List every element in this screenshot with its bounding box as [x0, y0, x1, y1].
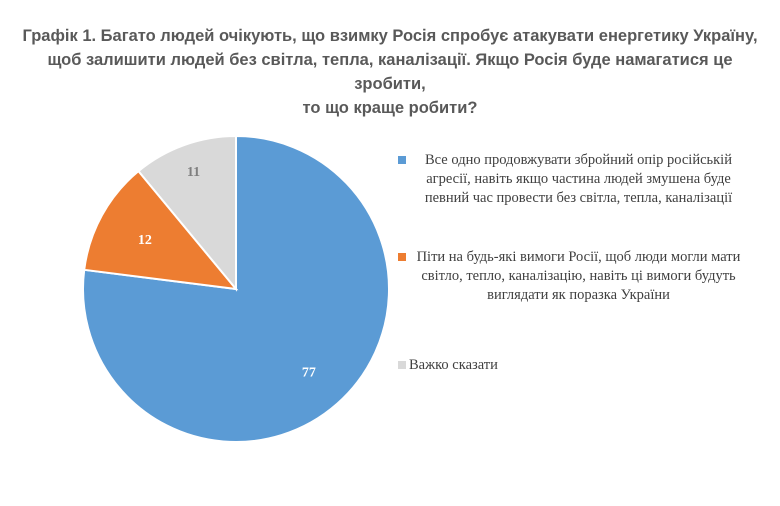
pie-data-labels: 77 12 11 — [138, 165, 316, 381]
legend-item-continue-resistance: Все одно продовжувати збройний опір росі… — [398, 151, 748, 208]
legend-item-accept-demands: Піти на будь-які вимоги Росії, щоб люди … — [398, 248, 748, 305]
pie-slices — [82, 134, 390, 443]
legend-item-hard-to-say: Важко сказати — [398, 356, 748, 375]
legend-swatch-orange — [398, 253, 406, 261]
chart-title: Графік 1. Багато людей очікують, що взим… — [20, 24, 760, 120]
legend-label: Важко сказати — [409, 357, 498, 373]
legend-label: Піти на будь-які вимоги Росії, щоб люди … — [416, 249, 741, 303]
chart-title-line-3: то що краще робити? — [302, 99, 478, 117]
chart-title-line-1: Графік 1. Багато людей очікують, що взим… — [22, 27, 758, 45]
pie-slice-hard-to-say — [137, 134, 237, 292]
pie-slice-accept-demands — [83, 169, 239, 291]
pie-slice-continue-resistance — [82, 134, 390, 443]
pie-data-label: 77 — [302, 366, 316, 381]
legend-label: Все одно продовжувати збройний опір росі… — [424, 152, 733, 206]
pie-data-label: 12 — [138, 233, 152, 248]
legend-swatch-gray — [398, 361, 406, 369]
chart-title-line-2: щоб залишити людей без світла, тепла, ка… — [47, 51, 733, 93]
legend-swatch-blue — [398, 156, 406, 164]
pie-data-label: 11 — [187, 165, 200, 180]
